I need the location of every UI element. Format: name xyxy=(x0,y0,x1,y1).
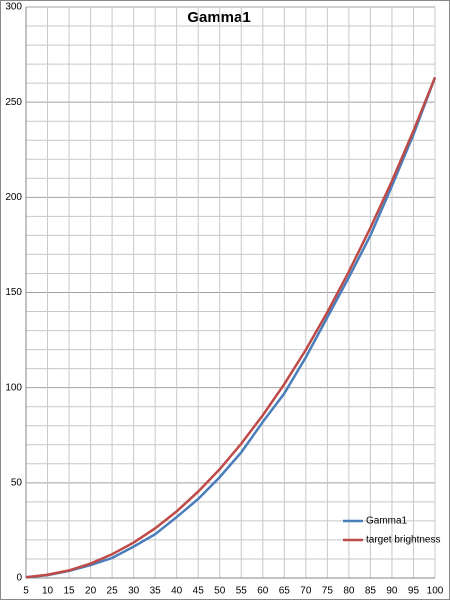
y-tick-label: 50 xyxy=(11,477,23,488)
x-tick-label: 85 xyxy=(365,586,377,597)
x-tick-label: 60 xyxy=(257,586,269,597)
x-tick-label: 100 xyxy=(427,586,444,597)
x-tick-label: 20 xyxy=(85,586,97,597)
y-tick-label: 150 xyxy=(5,287,22,298)
series-line xyxy=(25,76,437,579)
legend-label: Gamma1 xyxy=(366,516,408,527)
y-tick-label: 200 xyxy=(5,192,22,203)
x-tick-label: 95 xyxy=(408,586,420,597)
x-tick-label: 70 xyxy=(300,586,312,597)
series-line xyxy=(25,76,437,579)
x-tick-label: 45 xyxy=(193,586,205,597)
y-tick-label: 0 xyxy=(16,573,22,584)
y-tick-label: 100 xyxy=(5,382,22,393)
x-tick-label: 40 xyxy=(171,586,183,597)
x-tick-label: 55 xyxy=(236,586,248,597)
y-tick-label: 300 xyxy=(5,2,22,13)
x-tick-label: 15 xyxy=(63,586,75,597)
y-tick-label: 250 xyxy=(5,97,22,108)
x-tick-label: 25 xyxy=(107,586,119,597)
x-tick-label: 10 xyxy=(42,586,54,597)
x-tick-label: 5 xyxy=(23,586,29,597)
x-tick-label: 35 xyxy=(150,586,162,597)
x-tick-label: 65 xyxy=(279,586,291,597)
legend-label: target brightness xyxy=(366,535,441,546)
x-tick-label: 30 xyxy=(128,586,140,597)
chart-title: Gamma1 xyxy=(187,9,250,26)
x-tick-label: 75 xyxy=(322,586,334,597)
x-tick-label: 80 xyxy=(343,586,355,597)
x-tick-label: 90 xyxy=(386,586,398,597)
x-tick-label: 50 xyxy=(214,586,226,597)
